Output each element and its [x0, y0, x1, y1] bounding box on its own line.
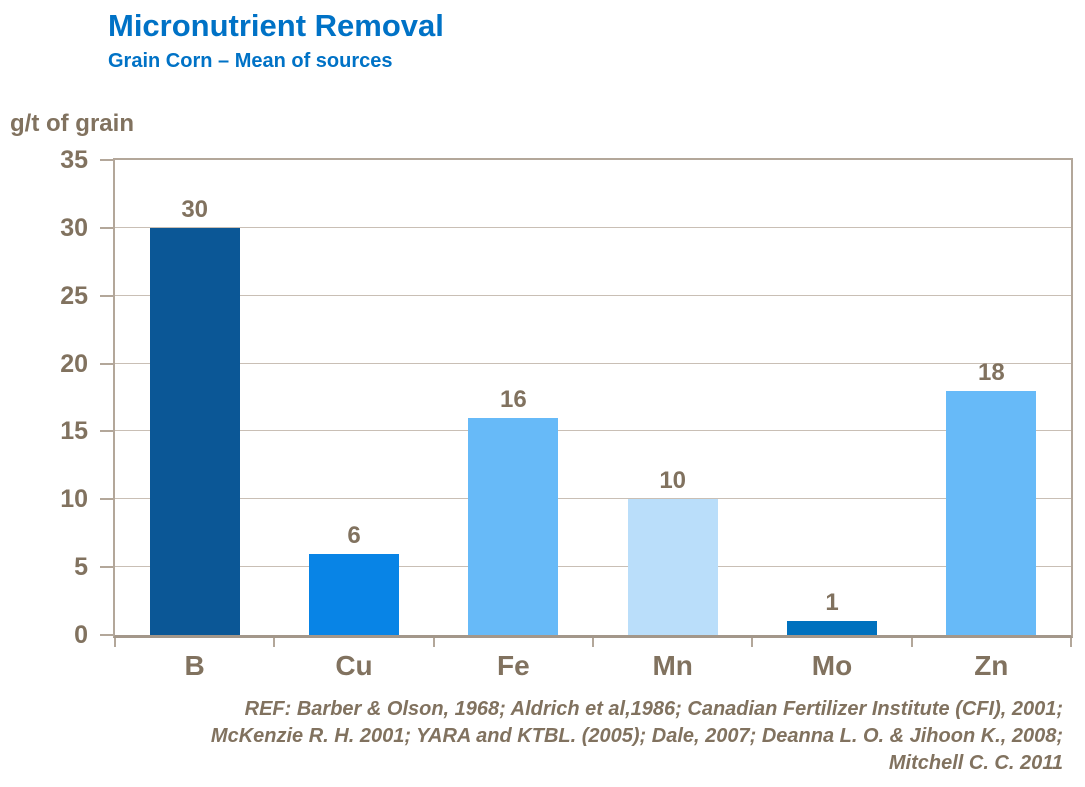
- y-tick-label: 5: [74, 553, 88, 582]
- gridline: [115, 294, 1071, 296]
- y-tick-mark: [100, 226, 113, 229]
- x-axis-label-zn: Zn: [974, 650, 1009, 681]
- bar-mn[interactable]: [627, 499, 718, 635]
- bar-cu[interactable]: [309, 553, 399, 635]
- gridline: [115, 566, 1071, 568]
- bar-zn[interactable]: [946, 390, 1037, 635]
- data-label-fe: 16: [499, 385, 527, 413]
- x-tick-mark: [273, 638, 276, 647]
- x-tick-mark: [751, 638, 754, 647]
- x-tick-mark: [592, 638, 594, 647]
- y-tick-mark: [100, 362, 113, 365]
- gridline: [115, 362, 1071, 364]
- y-tick-mark: [100, 498, 113, 501]
- y-tick-label: 10: [60, 485, 88, 514]
- gridline: [115, 430, 1071, 432]
- reference-line: Mitchell C. C. 2011: [888, 752, 1063, 774]
- x-tick-mark: [910, 638, 913, 647]
- x-tick-mark: [1070, 638, 1072, 647]
- data-label-mn: 10: [659, 467, 687, 495]
- gridline: [115, 498, 1071, 500]
- bar-mo[interactable]: [787, 621, 877, 635]
- y-tick-label: 30: [60, 213, 88, 242]
- reference-line: McKenzie R. H. 2001; YARA and KTBL. (200…: [210, 725, 1063, 747]
- x-axis-label-fe: Fe: [496, 650, 530, 681]
- y-tick-mark: [100, 634, 113, 636]
- y-tick-mark: [100, 430, 113, 433]
- y-tick-label: 0: [74, 621, 88, 649]
- y-axis-label: g/t of grain: [10, 110, 134, 137]
- y-tick-mark: [100, 294, 113, 297]
- data-label-b: 30: [181, 195, 209, 223]
- y-tick-label: 15: [60, 417, 88, 446]
- y-tick-mark: [100, 159, 113, 161]
- data-label-zn: 18: [977, 358, 1005, 386]
- bar-b[interactable]: [149, 227, 240, 635]
- x-axis-label-mn: Mn: [652, 650, 693, 681]
- plot-area: 30 6 16 10 1 18: [113, 158, 1073, 638]
- y-tick-label: 25: [60, 281, 88, 310]
- bar-fe[interactable]: [468, 417, 559, 635]
- x-tick-mark: [432, 638, 435, 647]
- y-tick-mark: [100, 566, 113, 569]
- y-tick-label: 35: [60, 146, 88, 174]
- y-tick-label: 20: [60, 349, 88, 378]
- reference-text: REF: Barber & Olson, 1968; Aldrich et al…: [14, 696, 1063, 777]
- data-label-mo: 1: [825, 589, 839, 617]
- chart-subtitle: Grain Corn – Mean of sources: [108, 50, 393, 72]
- chart-title: Micronutrient Removal: [108, 8, 444, 43]
- data-label-cu: 6: [347, 521, 361, 549]
- x-axis-label-b: B: [184, 650, 205, 681]
- x-axis-label-cu: Cu: [335, 650, 373, 681]
- x-axis-label-mo: Mo: [811, 650, 853, 681]
- x-tick-mark: [114, 638, 116, 647]
- reference-line: REF: Barber & Olson, 1968; Aldrich et al…: [244, 698, 1063, 720]
- gridline: [115, 226, 1071, 228]
